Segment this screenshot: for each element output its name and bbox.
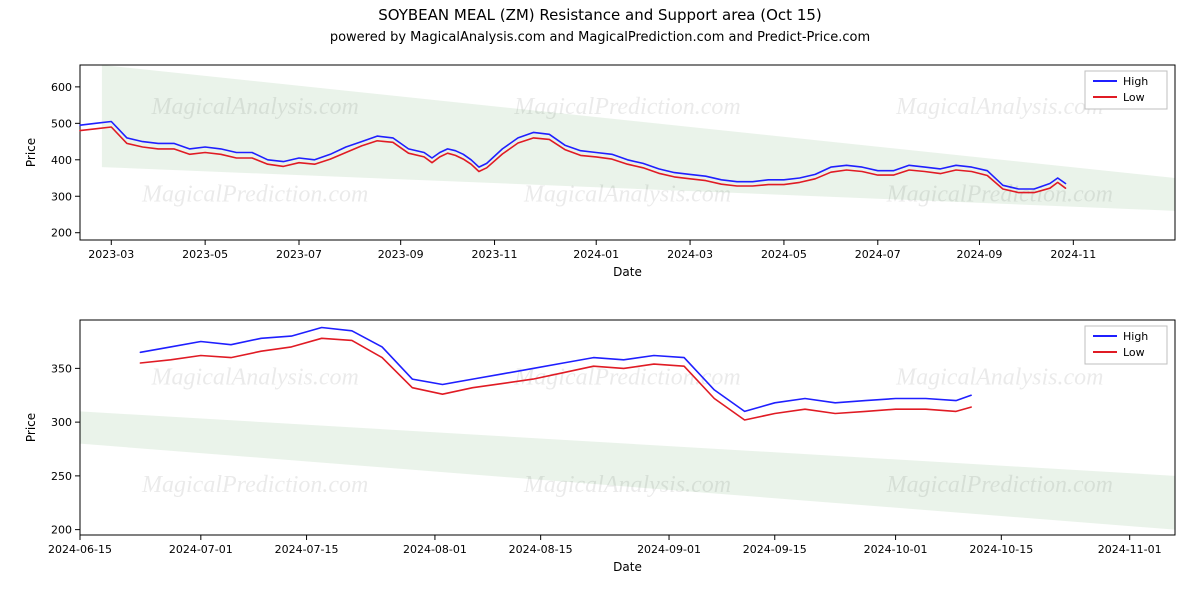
x-tick-label: 2024-09-15	[743, 543, 807, 556]
watermark-text: MagicalAnalysis.com	[895, 365, 1103, 391]
legend-low-label: Low	[1123, 346, 1145, 359]
watermark-text: MagicalAnalysis.com	[523, 472, 731, 498]
support-resistance-shade	[80, 411, 1175, 529]
watermark-text: MagicalAnalysis.com	[151, 365, 359, 391]
y-tick-label: 200	[51, 524, 72, 537]
x-tick-label: 2024-06-15	[48, 543, 112, 556]
x-tick-label: 2024-08-15	[509, 543, 573, 556]
x-axis-label: Date	[613, 560, 642, 574]
watermark-text: MagicalPrediction.com	[141, 472, 368, 498]
x-tick-label: 2024-10-15	[969, 543, 1033, 556]
x-tick-label: 2024-10-01	[864, 543, 928, 556]
y-tick-label: 350	[51, 362, 72, 375]
x-tick-label: 2024-07-01	[169, 543, 233, 556]
watermark-text: MagicalPrediction.com	[886, 472, 1113, 498]
x-tick-label: 2024-07-15	[275, 543, 339, 556]
x-tick-label: 2024-08-01	[403, 543, 467, 556]
y-axis-label: Price	[24, 413, 38, 442]
y-tick-label: 300	[51, 416, 72, 429]
legend-high-label: High	[1123, 330, 1148, 343]
x-tick-label: 2024-09-01	[637, 543, 701, 556]
x-tick-label: 2024-11-01	[1098, 543, 1162, 556]
y-tick-label: 250	[51, 470, 72, 483]
